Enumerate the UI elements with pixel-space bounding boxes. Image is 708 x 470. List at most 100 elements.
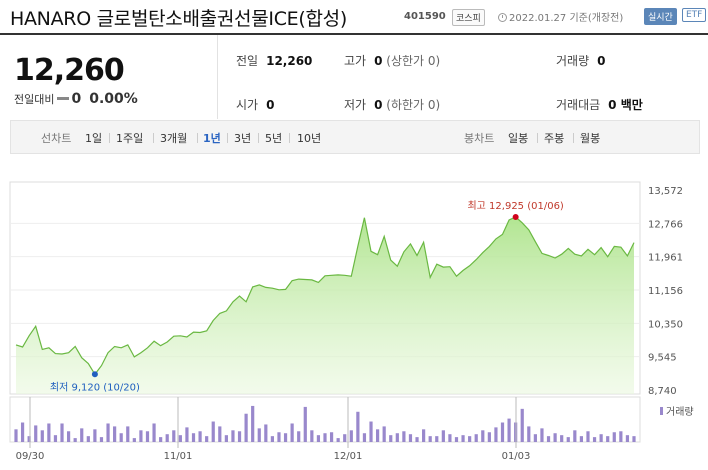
volume-bar: [560, 435, 564, 442]
y-tick-label: 12,766: [648, 219, 683, 230]
volume-bar: [461, 435, 465, 442]
volume-bar: [441, 430, 445, 442]
tab-1d[interactable]: 1일: [85, 132, 103, 145]
volume-bar: [336, 438, 340, 442]
x-tick-label: 12/01: [334, 451, 363, 462]
volume-bar: [316, 435, 321, 442]
volume-bar: [257, 428, 261, 442]
volume-bar: [80, 428, 84, 442]
volume-bar: [599, 434, 603, 442]
tab-divider: [573, 133, 574, 143]
candle-chart-label: 봉차트: [464, 132, 495, 145]
chart-svg: 13,572 12,766 11,961 11,156 10,350 9,545 8,740…: [9, 181, 694, 462]
y-tick-label: 11,156: [648, 286, 683, 297]
stat-label: 거래대금: [556, 98, 601, 112]
volume-bar: [579, 436, 584, 442]
volume-bar: [500, 422, 505, 442]
stat-value: 0: [597, 54, 606, 68]
stat-volume: 거래량 0: [556, 52, 605, 69]
period-tabbar: 선차트 1일 1주일 3개월 1년 3년 5년 10년 봉차트 일봉 주봉 월봉: [10, 120, 700, 154]
change-label: 전일대비: [14, 93, 55, 106]
volume-bar: [382, 426, 386, 442]
change-value: 0: [71, 91, 82, 107]
volume-bar: [14, 429, 18, 442]
volume-bar: [34, 425, 38, 442]
flat-icon: [57, 97, 70, 100]
price-line: [15, 216, 635, 376]
volume-bar: [566, 437, 570, 442]
y-tick-label: 13,572: [648, 186, 683, 197]
volume-bar: [231, 430, 235, 442]
volume-bar: [553, 433, 557, 442]
y-tick-label: 10,350: [648, 319, 683, 330]
tab-daily[interactable]: 일봉: [508, 132, 529, 145]
high-point-marker: [512, 213, 519, 220]
tab-weekly[interactable]: 주봉: [544, 132, 565, 145]
volume-bar: [172, 430, 176, 442]
tab-divider: [537, 133, 538, 143]
tab-3y[interactable]: 3년: [234, 132, 252, 145]
tab-1w[interactable]: 1주일: [116, 132, 144, 145]
volume-bar: [435, 436, 439, 442]
price-chart[interactable]: 13,572 12,766 11,961 11,156 10,350 9,545 8,740…: [0, 160, 708, 470]
volume-bar: [395, 433, 399, 442]
volume-bar: [540, 428, 544, 442]
volume-bar: [474, 434, 478, 442]
stat-note: (상한가 0): [386, 54, 441, 68]
volume-bar: [468, 436, 472, 442]
volume-bar: [251, 405, 255, 442]
volume-bar: [152, 423, 156, 442]
tab-1y[interactable]: 1년: [203, 132, 221, 145]
volume-bar: [310, 430, 314, 442]
volume-bar: [165, 434, 169, 442]
tab-3m[interactable]: 3개월: [160, 132, 188, 145]
volume-bar: [113, 426, 117, 442]
stock-code: 401590: [404, 11, 446, 22]
volume-bar: [132, 438, 136, 442]
volume-bar: [73, 438, 77, 442]
tab-5y[interactable]: 5년: [265, 132, 283, 145]
x-tick-label: 11/01: [164, 451, 193, 462]
volume-bar: [205, 436, 209, 442]
volume-bar: [185, 427, 189, 442]
volume-bar: [329, 432, 334, 442]
volume-bar: [375, 429, 380, 442]
volume-bar: [546, 436, 551, 442]
volume-bar: [323, 433, 327, 442]
tab-divider: [197, 133, 198, 143]
volume-bar: [126, 426, 130, 442]
stock-name: HANARO 글로벌탄소배출권선물ICE(합성): [10, 8, 347, 30]
volume-bar: [106, 423, 110, 442]
volume-bar: [573, 430, 577, 442]
clock-icon: [498, 13, 507, 22]
volume-bar: [422, 429, 426, 442]
volume-bar: [527, 426, 531, 442]
volume-bar: [402, 431, 406, 442]
y-tick-label: 11,961: [648, 253, 683, 264]
stat-value: 0: [266, 98, 275, 112]
volume-bar: [343, 434, 347, 442]
volume-bar: [448, 434, 452, 442]
title-bar: HANARO 글로벌탄소배출권선물ICE(합성) 401590 코스피 2022…: [0, 0, 708, 32]
tab-divider: [109, 133, 110, 143]
x-tick-label: 01/03: [502, 451, 531, 462]
date-info: 2022.01.27 기준(개장전): [498, 9, 623, 24]
volume-bar: [191, 433, 196, 442]
high-annotation: 최고 12,925 (01/06): [467, 200, 563, 212]
stat-label: 전일: [236, 54, 259, 68]
stat-value: 12,260: [266, 54, 313, 68]
volume-bar: [244, 413, 248, 442]
etf-button[interactable]: ETF: [682, 8, 707, 22]
stat-value: 0: [374, 54, 383, 68]
realtime-button[interactable]: 실시간: [644, 8, 677, 25]
volume-bar: [408, 434, 413, 442]
volume-bar: [145, 431, 150, 442]
volume-bar: [40, 430, 44, 442]
current-price: 12,260: [14, 53, 125, 88]
volume-bar: [99, 437, 104, 442]
tab-10y[interactable]: 10년: [297, 132, 322, 145]
tab-monthly[interactable]: 월봉: [580, 132, 601, 145]
volume-bar: [415, 437, 419, 442]
volume-bar: [389, 435, 393, 442]
volume-bar: [520, 408, 524, 442]
